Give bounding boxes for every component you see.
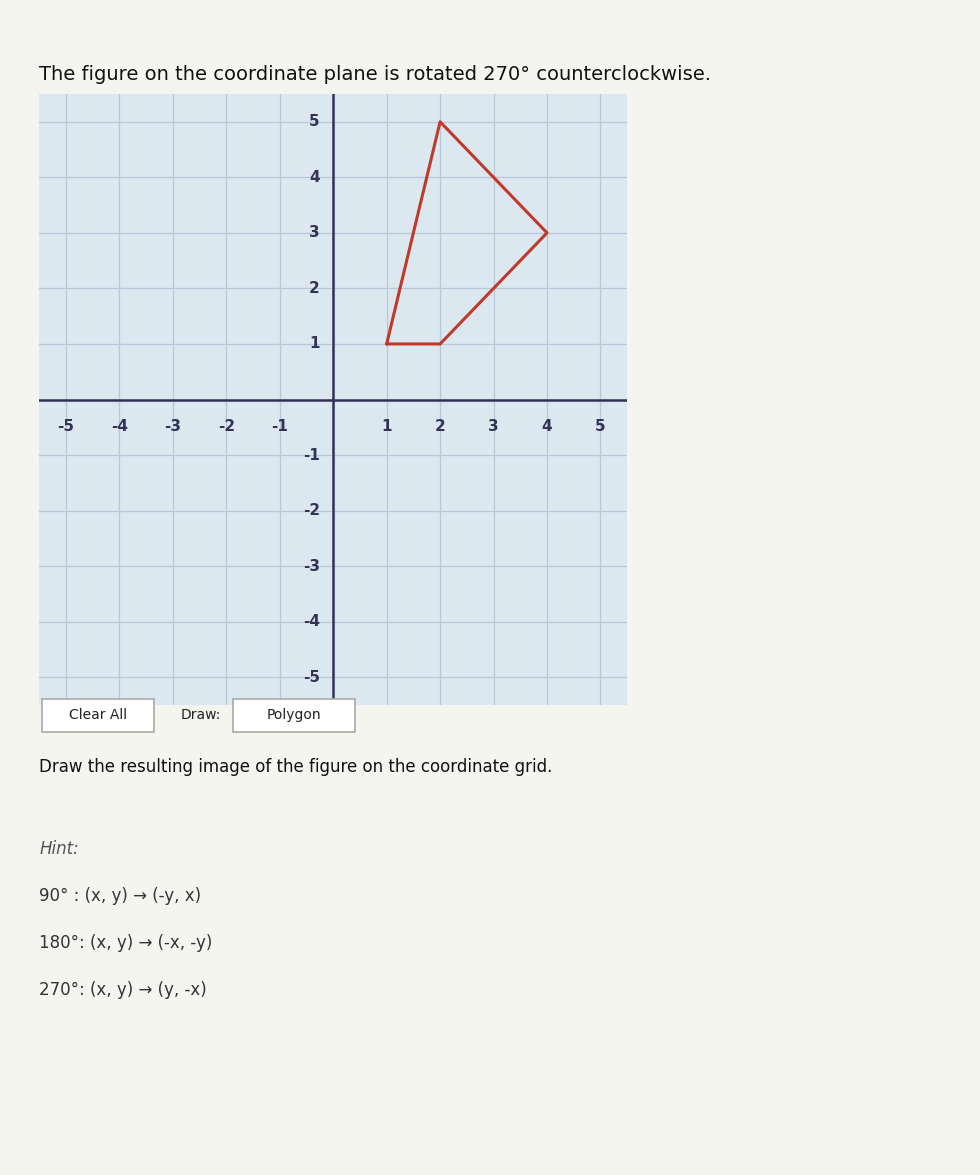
Text: Draw the resulting image of the figure on the coordinate grid.: Draw the resulting image of the figure o… [39, 758, 553, 776]
Text: 2: 2 [309, 281, 319, 296]
Text: -4: -4 [303, 615, 319, 629]
Text: -4: -4 [111, 419, 127, 434]
Text: 5: 5 [595, 419, 606, 434]
Text: 2: 2 [435, 419, 446, 434]
FancyBboxPatch shape [41, 699, 155, 732]
Text: 4: 4 [542, 419, 553, 434]
Text: 180°: (x, y) → (-x, -y): 180°: (x, y) → (-x, -y) [39, 934, 213, 952]
Text: -2: -2 [303, 503, 319, 518]
Text: Draw:: Draw: [180, 707, 221, 721]
Text: 1: 1 [381, 419, 392, 434]
Text: -3: -3 [165, 419, 181, 434]
Text: -1: -1 [303, 448, 319, 463]
Text: Clear All: Clear All [69, 707, 127, 721]
FancyBboxPatch shape [233, 699, 355, 732]
Text: -1: -1 [271, 419, 288, 434]
Text: 3: 3 [488, 419, 499, 434]
Text: 90° : (x, y) → (-y, x): 90° : (x, y) → (-y, x) [39, 887, 201, 905]
Text: The figure on the coordinate plane is rotated 270° counterclockwise.: The figure on the coordinate plane is ro… [39, 65, 711, 83]
Text: 4: 4 [310, 170, 319, 184]
Text: Hint:: Hint: [39, 840, 79, 858]
Text: 3: 3 [310, 226, 319, 241]
Text: 5: 5 [310, 114, 319, 129]
Text: -3: -3 [303, 558, 319, 573]
Text: 1: 1 [310, 336, 319, 351]
Text: Polygon: Polygon [267, 707, 321, 721]
Text: -5: -5 [58, 419, 74, 434]
Text: -2: -2 [218, 419, 235, 434]
Text: 270°: (x, y) → (y, -x): 270°: (x, y) → (y, -x) [39, 981, 207, 999]
Text: -5: -5 [303, 670, 319, 685]
